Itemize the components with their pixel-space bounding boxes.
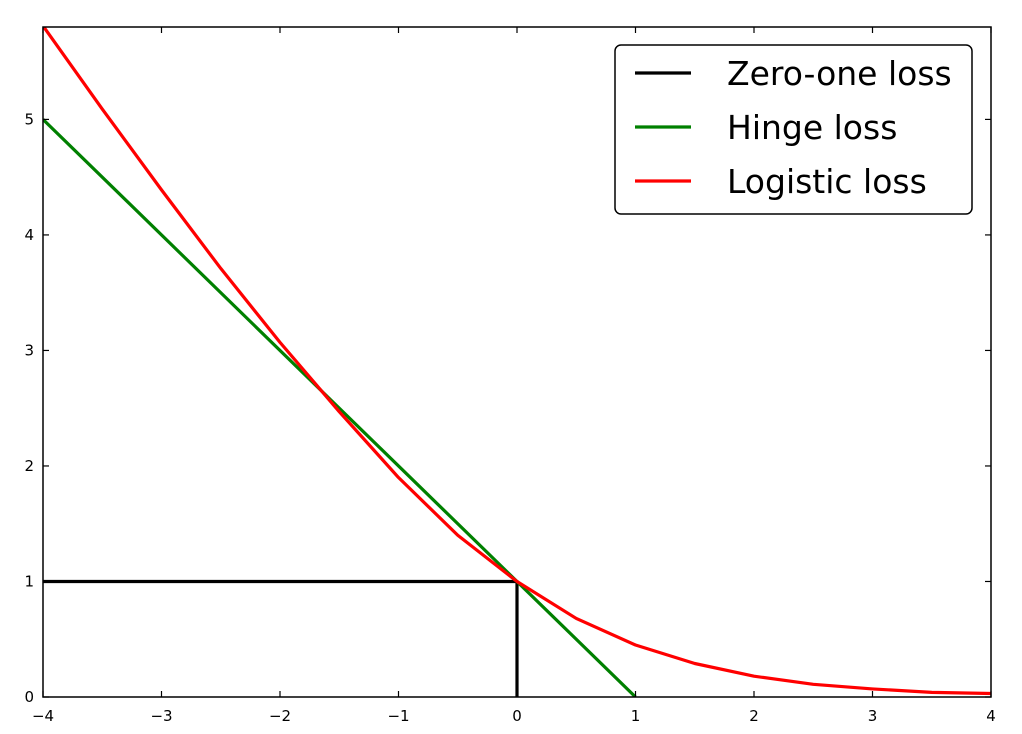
legend: Zero-one loss Hinge loss Logistic loss <box>614 44 973 215</box>
legend-label-zero-one-loss: Zero-one loss <box>727 54 952 93</box>
x-tick-label: 0 <box>512 707 522 725</box>
legend-label-hinge-loss: Hinge loss <box>727 108 897 147</box>
plot-series <box>43 27 991 697</box>
axis-ticks: −4 −3 −2 −1 0 1 2 3 4 0 1 2 3 4 5 <box>24 27 996 725</box>
series-line-hinge-loss <box>43 118 637 697</box>
x-tick-label: 1 <box>631 707 641 725</box>
x-tick-label: 4 <box>986 707 996 725</box>
legend-box <box>614 44 973 215</box>
x-tick-label: −4 <box>32 707 54 725</box>
y-tick-label: 0 <box>24 688 34 706</box>
x-tick-label: −2 <box>269 707 291 725</box>
y-tick-label: 3 <box>24 341 34 359</box>
x-tick-label: −1 <box>387 707 409 725</box>
y-tick-label: 1 <box>24 572 34 590</box>
x-tick-label: −3 <box>150 707 172 725</box>
y-tick-label: 5 <box>24 110 34 128</box>
y-tick-label: 2 <box>24 457 34 475</box>
y-tick-label: 4 <box>24 226 34 244</box>
legend-label-logistic-loss: Logistic loss <box>727 162 927 201</box>
series-line-logistic-loss <box>43 27 991 696</box>
x-tick-label: 2 <box>749 707 759 725</box>
x-tick-label: 3 <box>868 707 878 725</box>
series-line-zero-one-loss <box>43 579 519 697</box>
